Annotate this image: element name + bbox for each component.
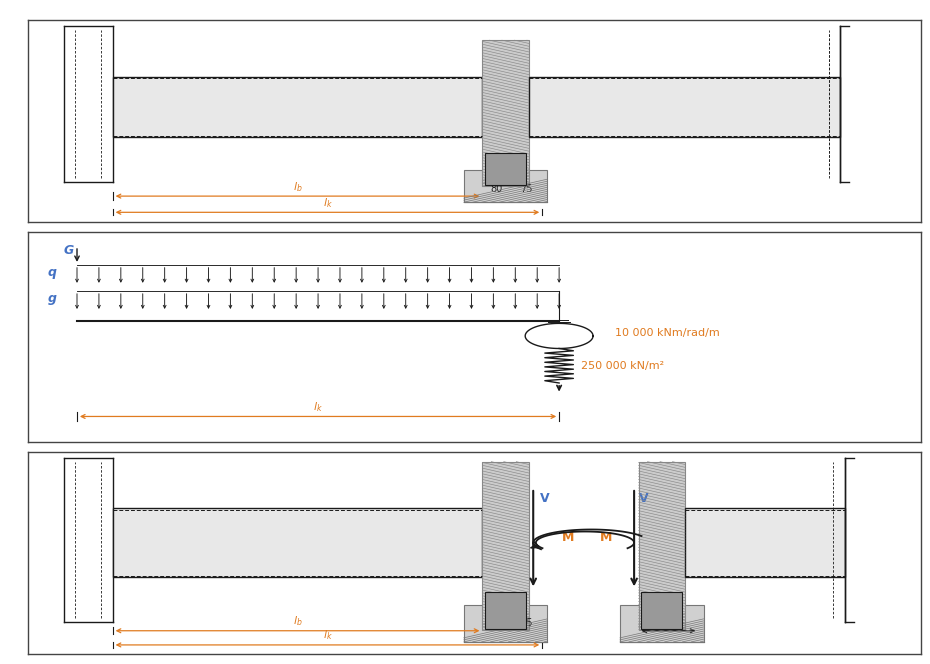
Bar: [113, 508, 483, 577]
Text: 75: 75: [520, 618, 532, 628]
Bar: [620, 606, 704, 642]
Text: $l_k$: $l_k$: [323, 196, 332, 210]
Text: G: G: [63, 244, 73, 257]
Bar: [483, 461, 529, 629]
Text: 75: 75: [662, 618, 675, 628]
Text: 250 000 kN/m²: 250 000 kN/m²: [581, 361, 665, 371]
Bar: [483, 40, 529, 186]
Bar: [485, 592, 526, 629]
Text: 10 000 kNm/rad/m: 10 000 kNm/rad/m: [616, 328, 720, 338]
Bar: [485, 153, 526, 185]
Text: $l_k$: $l_k$: [313, 400, 323, 414]
Bar: [639, 461, 685, 629]
Text: q: q: [47, 266, 57, 279]
Text: g: g: [47, 292, 57, 305]
Bar: [464, 170, 548, 202]
Bar: [685, 508, 844, 577]
Bar: [113, 76, 483, 137]
Text: $l_b$: $l_b$: [293, 614, 302, 628]
Text: V: V: [639, 491, 648, 505]
Bar: [529, 76, 841, 137]
Text: $l_b$: $l_b$: [293, 180, 302, 194]
Text: $l_k$: $l_k$: [323, 629, 332, 643]
Text: V: V: [540, 491, 550, 505]
Text: M: M: [562, 531, 575, 544]
Text: M: M: [600, 531, 613, 544]
Bar: [464, 606, 548, 642]
Text: 80: 80: [490, 618, 502, 628]
Bar: [642, 592, 683, 629]
Text: 75: 75: [520, 184, 532, 194]
Text: 80: 80: [490, 184, 502, 194]
